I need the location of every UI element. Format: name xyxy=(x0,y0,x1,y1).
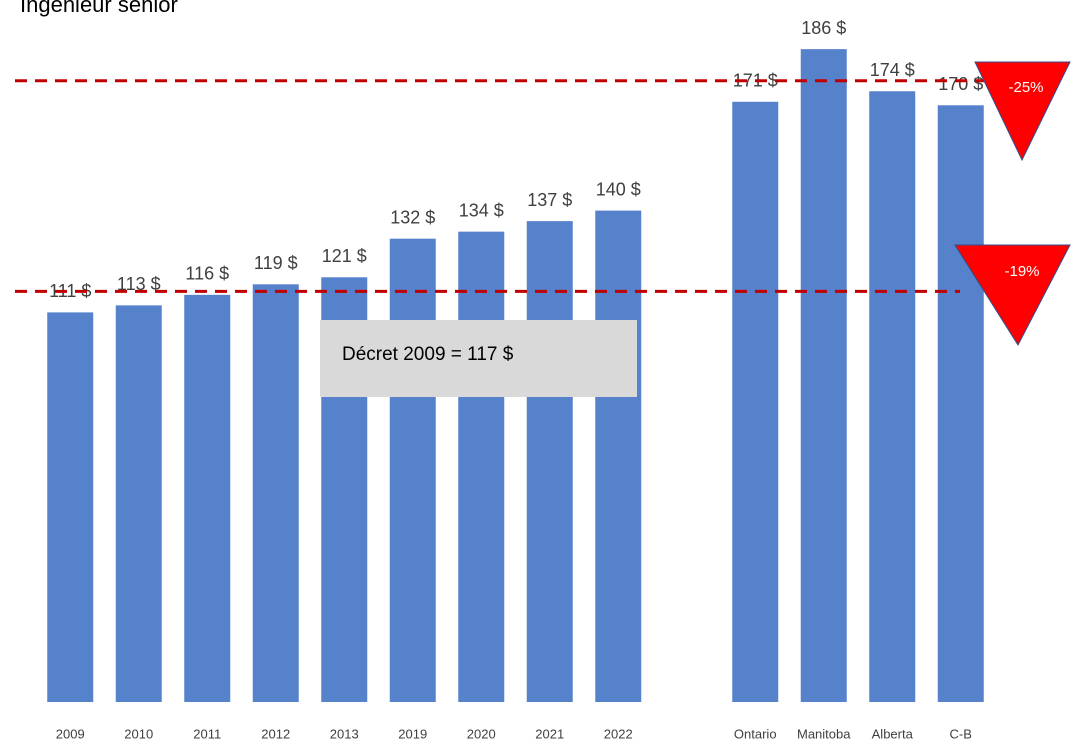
decrease-marker xyxy=(954,244,1071,347)
value-label: 121 $ xyxy=(322,246,367,266)
decrease-label: -25% xyxy=(1008,79,1043,96)
bar xyxy=(252,284,299,702)
value-label: 111 $ xyxy=(49,281,91,301)
value-label: 119 $ xyxy=(254,253,298,273)
value-label: 132 $ xyxy=(390,207,435,227)
bar xyxy=(458,231,505,702)
chart-title: Ingénieur senior xyxy=(20,0,178,17)
x-tick-label: 2010 xyxy=(124,726,153,741)
annotation-box xyxy=(320,320,637,397)
x-tick-label: 2020 xyxy=(467,726,496,741)
x-tick-label: Ontario xyxy=(734,726,777,741)
value-label: 134 $ xyxy=(459,200,504,220)
decrease-marker xyxy=(974,61,1071,162)
annotation-text: Décret 2009 = 117 $ xyxy=(342,344,514,365)
value-label: 140 $ xyxy=(596,179,641,199)
bar xyxy=(526,221,573,702)
bar xyxy=(184,294,231,702)
bar xyxy=(732,101,779,703)
x-tick-label: Manitoba xyxy=(797,726,851,741)
bar xyxy=(389,238,436,702)
decrease-label: -19% xyxy=(1004,263,1039,280)
value-label: 174 $ xyxy=(870,60,915,80)
x-tick-label: 2019 xyxy=(398,726,427,741)
x-tick-label: 2009 xyxy=(56,726,85,741)
x-tick-label: 2011 xyxy=(193,726,221,741)
x-tick-label: 2013 xyxy=(330,726,359,741)
x-tick-label: 2012 xyxy=(261,726,290,741)
bar xyxy=(937,105,984,703)
x-tick-label: 2022 xyxy=(604,726,633,741)
x-tick-label: C-B xyxy=(950,726,972,741)
value-label: 170 $ xyxy=(938,74,983,94)
x-tick-label: 2021 xyxy=(535,726,564,741)
bar xyxy=(47,312,94,702)
bar xyxy=(800,49,847,702)
value-label: 186 $ xyxy=(801,18,846,38)
x-tick-label: Alberta xyxy=(872,726,914,741)
value-label: 113 $ xyxy=(117,274,161,294)
bar xyxy=(115,305,162,702)
bar xyxy=(869,91,916,702)
value-label: 116 $ xyxy=(185,264,229,284)
bar xyxy=(595,210,642,702)
value-label: 137 $ xyxy=(527,190,572,210)
